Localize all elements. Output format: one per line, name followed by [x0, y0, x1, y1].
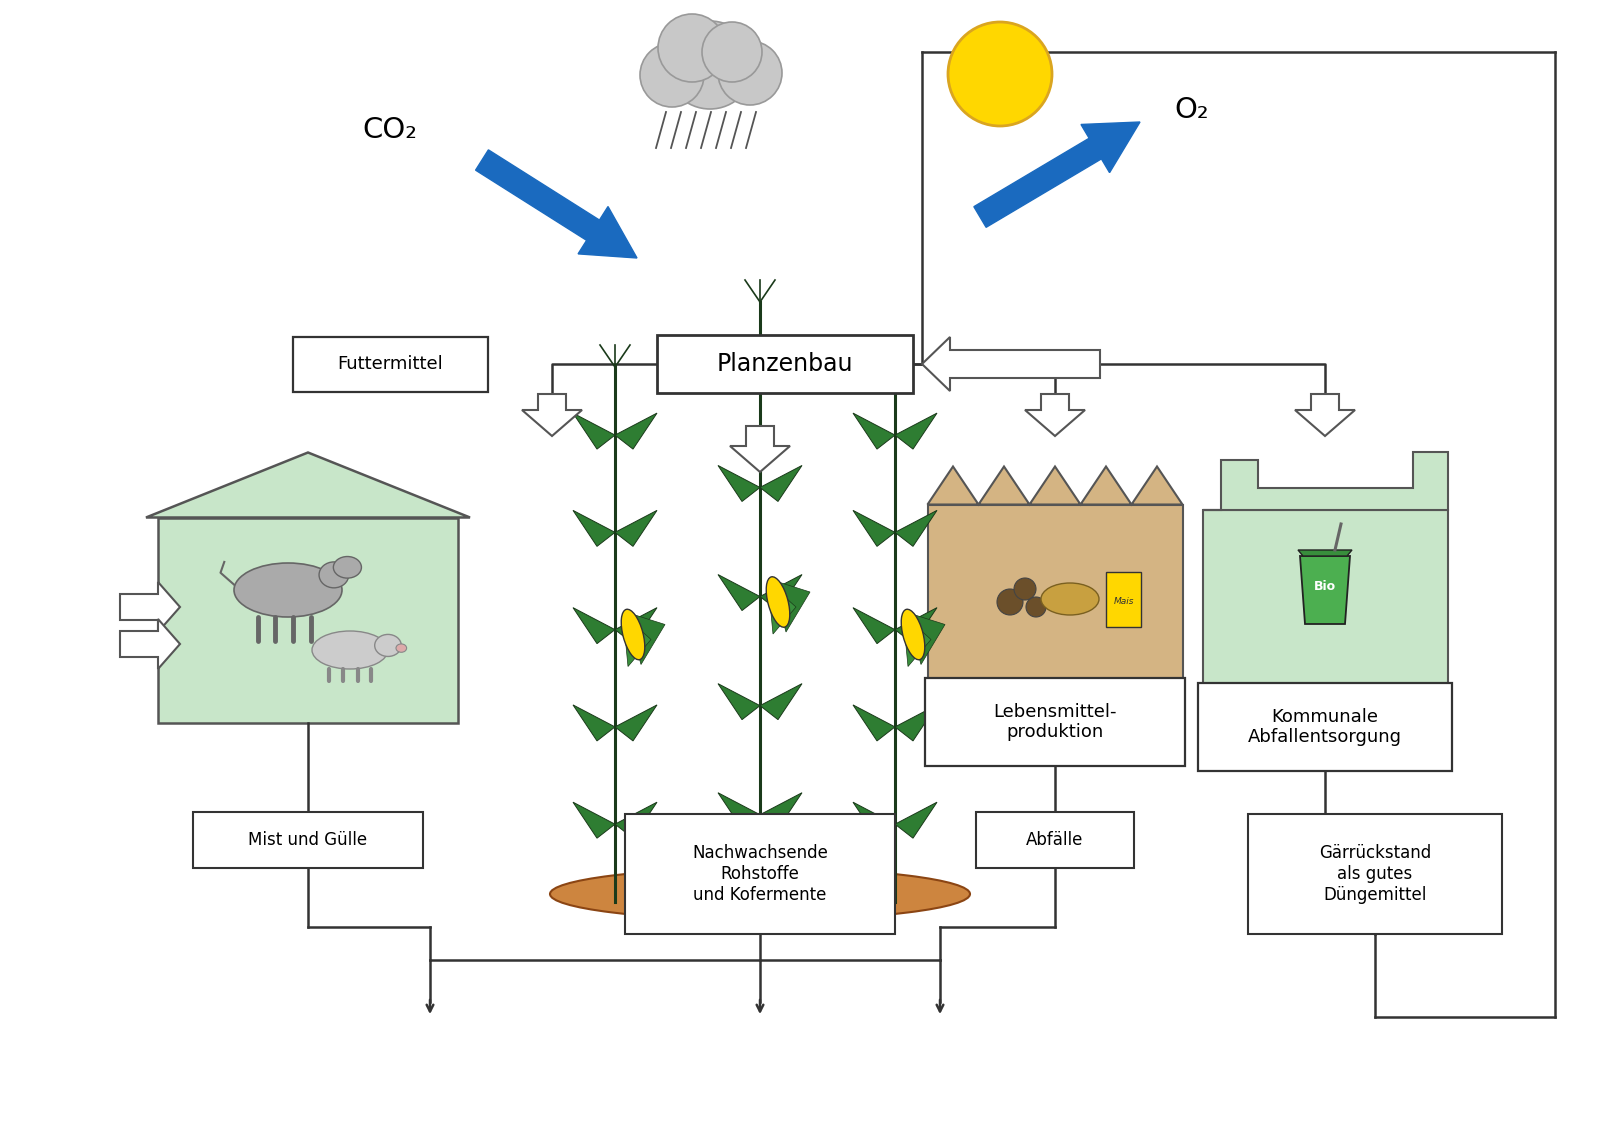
- Polygon shape: [718, 792, 760, 829]
- Text: Mais: Mais: [1114, 597, 1134, 606]
- Polygon shape: [760, 684, 802, 720]
- Polygon shape: [146, 453, 470, 517]
- FancyBboxPatch shape: [194, 812, 422, 868]
- Ellipse shape: [550, 868, 970, 920]
- Text: Bio: Bio: [1314, 580, 1336, 592]
- Text: Lebensmittel-
produktion: Lebensmittel- produktion: [994, 703, 1117, 741]
- Polygon shape: [573, 511, 614, 547]
- Circle shape: [702, 22, 762, 82]
- Ellipse shape: [312, 631, 387, 669]
- Polygon shape: [1299, 556, 1350, 624]
- Polygon shape: [894, 511, 938, 547]
- Polygon shape: [907, 612, 946, 664]
- FancyBboxPatch shape: [293, 336, 488, 392]
- Ellipse shape: [395, 644, 406, 652]
- Polygon shape: [1026, 394, 1085, 436]
- Text: CO₂: CO₂: [363, 115, 418, 144]
- Polygon shape: [614, 511, 658, 547]
- Ellipse shape: [766, 576, 790, 627]
- FancyBboxPatch shape: [1203, 509, 1448, 704]
- FancyArrow shape: [475, 149, 637, 258]
- Polygon shape: [614, 705, 658, 741]
- Polygon shape: [573, 705, 614, 741]
- Polygon shape: [1298, 550, 1352, 556]
- Polygon shape: [894, 413, 938, 449]
- Polygon shape: [760, 792, 802, 829]
- Text: Mist und Gülle: Mist und Gülle: [248, 831, 368, 849]
- Polygon shape: [1294, 394, 1355, 436]
- FancyBboxPatch shape: [158, 517, 458, 722]
- Ellipse shape: [374, 634, 402, 657]
- Polygon shape: [902, 615, 931, 667]
- Text: Kommunale
Abfallentsorgung: Kommunale Abfallentsorgung: [1248, 708, 1402, 746]
- Circle shape: [718, 41, 782, 105]
- Text: Abfälle: Abfälle: [1026, 831, 1083, 849]
- Polygon shape: [894, 608, 938, 644]
- Polygon shape: [573, 803, 614, 838]
- Polygon shape: [853, 803, 894, 838]
- Polygon shape: [922, 337, 1101, 391]
- Ellipse shape: [621, 609, 645, 660]
- FancyBboxPatch shape: [925, 678, 1186, 766]
- Circle shape: [1026, 597, 1046, 617]
- Polygon shape: [573, 413, 614, 449]
- Polygon shape: [760, 357, 802, 393]
- Polygon shape: [614, 413, 658, 449]
- FancyBboxPatch shape: [626, 814, 894, 934]
- Polygon shape: [718, 465, 760, 501]
- Polygon shape: [614, 803, 658, 838]
- Polygon shape: [120, 582, 179, 632]
- Polygon shape: [928, 466, 1182, 505]
- Polygon shape: [718, 684, 760, 720]
- Circle shape: [666, 22, 754, 109]
- Polygon shape: [522, 394, 582, 436]
- Circle shape: [1014, 578, 1037, 600]
- Polygon shape: [894, 705, 938, 741]
- Polygon shape: [573, 608, 614, 644]
- Ellipse shape: [1042, 583, 1099, 615]
- Polygon shape: [853, 511, 894, 547]
- Circle shape: [640, 43, 704, 108]
- FancyBboxPatch shape: [1197, 683, 1453, 771]
- Polygon shape: [622, 615, 651, 667]
- Polygon shape: [768, 582, 795, 634]
- FancyArrow shape: [974, 122, 1139, 228]
- Polygon shape: [614, 608, 658, 644]
- Polygon shape: [771, 580, 810, 632]
- FancyBboxPatch shape: [658, 335, 912, 393]
- Polygon shape: [730, 426, 790, 472]
- Polygon shape: [627, 612, 666, 664]
- Polygon shape: [1203, 452, 1448, 509]
- Polygon shape: [760, 465, 802, 501]
- Polygon shape: [853, 413, 894, 449]
- Ellipse shape: [333, 557, 362, 578]
- Text: Planzenbau: Planzenbau: [717, 352, 853, 376]
- Polygon shape: [120, 619, 179, 669]
- FancyBboxPatch shape: [1106, 572, 1141, 627]
- Circle shape: [997, 589, 1022, 615]
- Text: Futtermittel: Futtermittel: [338, 355, 443, 374]
- Polygon shape: [853, 608, 894, 644]
- Polygon shape: [718, 575, 760, 610]
- Polygon shape: [853, 705, 894, 741]
- FancyBboxPatch shape: [976, 812, 1134, 868]
- Polygon shape: [718, 357, 760, 393]
- Polygon shape: [760, 575, 802, 610]
- Ellipse shape: [234, 563, 342, 617]
- Circle shape: [947, 22, 1053, 126]
- Text: O₂: O₂: [1174, 96, 1210, 125]
- Circle shape: [658, 14, 726, 82]
- Text: Nachwachsende
Rohstoffe
und Kofermente: Nachwachsende Rohstoffe und Kofermente: [693, 844, 827, 903]
- Ellipse shape: [901, 609, 925, 660]
- FancyBboxPatch shape: [1248, 814, 1502, 934]
- Ellipse shape: [318, 561, 349, 588]
- FancyBboxPatch shape: [928, 505, 1182, 700]
- Polygon shape: [894, 803, 938, 838]
- Text: Gärrückstand
als gutes
Düngemittel: Gärrückstand als gutes Düngemittel: [1318, 844, 1430, 903]
